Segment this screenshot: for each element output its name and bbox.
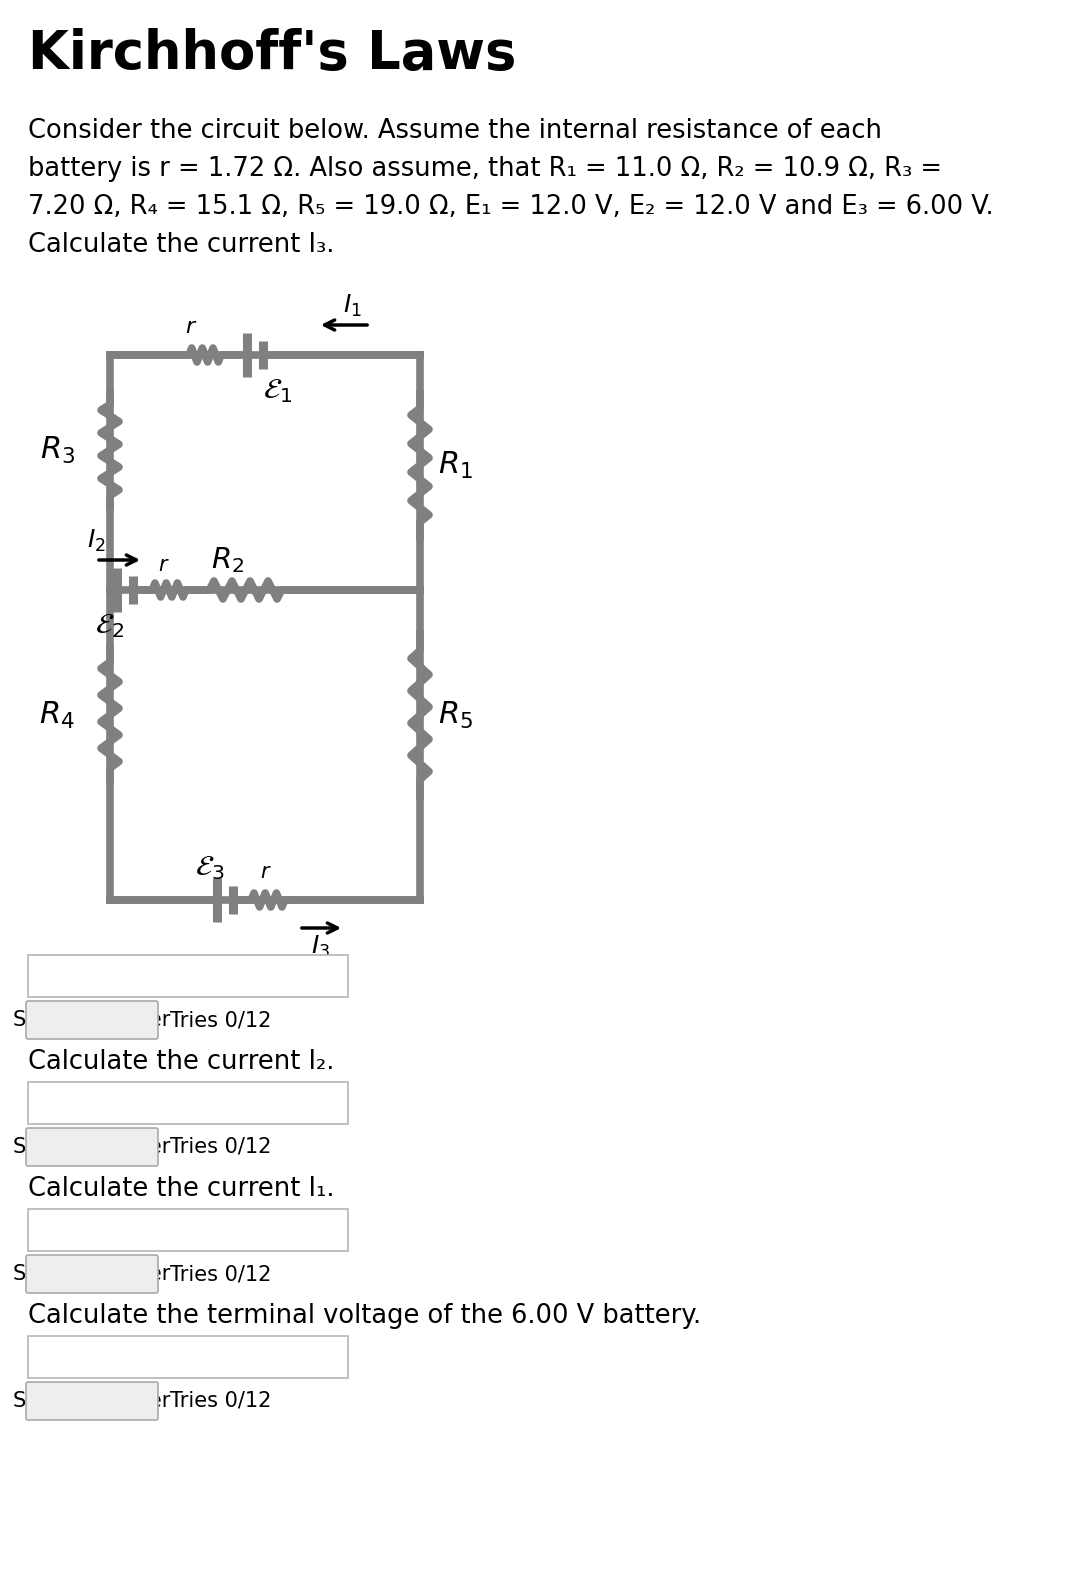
Text: Submit Answer: Submit Answer <box>13 1391 171 1410</box>
Text: $R_1$: $R_1$ <box>438 449 473 481</box>
Text: battery is r = 1.72 Ω. Also assume, that R₁ = 11.0 Ω, R₂ = 10.9 Ω, R₃ =: battery is r = 1.72 Ω. Also assume, that… <box>28 157 942 182</box>
Text: $R_3$: $R_3$ <box>40 435 75 465</box>
Text: $\mathcal{E}_1$: $\mathcal{E}_1$ <box>264 376 293 405</box>
FancyBboxPatch shape <box>28 1209 348 1251</box>
FancyBboxPatch shape <box>28 1336 348 1379</box>
Text: $\mathcal{E}_2$: $\mathcal{E}_2$ <box>95 612 124 640</box>
Text: $R_4$: $R_4$ <box>39 699 75 730</box>
Text: Calculate the current I₁.: Calculate the current I₁. <box>28 1176 335 1202</box>
Text: $R_5$: $R_5$ <box>438 699 473 730</box>
FancyBboxPatch shape <box>28 955 348 998</box>
FancyBboxPatch shape <box>26 1127 158 1167</box>
Text: r: r <box>260 862 269 882</box>
Text: Tries 0/12: Tries 0/12 <box>170 1263 271 1284</box>
Text: Calculate the current I₂.: Calculate the current I₂. <box>28 1050 335 1075</box>
Text: Calculate the terminal voltage of the 6.00 V battery.: Calculate the terminal voltage of the 6.… <box>28 1303 701 1330</box>
Text: Submit Answer: Submit Answer <box>13 1263 171 1284</box>
Text: 7.20 Ω, R₄ = 15.1 Ω, R₅ = 19.0 Ω, E₁ = 12.0 V, E₂ = 12.0 V and E₃ = 6.00 V.: 7.20 Ω, R₄ = 15.1 Ω, R₅ = 19.0 Ω, E₁ = 1… <box>28 194 994 220</box>
FancyBboxPatch shape <box>26 1382 158 1420</box>
Text: Tries 0/12: Tries 0/12 <box>170 1137 271 1157</box>
Text: Consider the circuit below. Assume the internal resistance of each: Consider the circuit below. Assume the i… <box>28 119 882 144</box>
Text: Submit Answer: Submit Answer <box>13 1010 171 1029</box>
Text: Calculate the current I₃.: Calculate the current I₃. <box>28 232 335 258</box>
Text: $I_2$: $I_2$ <box>86 528 106 553</box>
Text: $R_2$: $R_2$ <box>212 545 244 575</box>
Text: Tries 0/12: Tries 0/12 <box>170 1010 271 1029</box>
Text: r: r <box>159 555 167 575</box>
Text: r: r <box>186 318 194 337</box>
FancyBboxPatch shape <box>26 1255 158 1293</box>
Text: Kirchhoff's Laws: Kirchhoff's Laws <box>28 28 516 81</box>
FancyBboxPatch shape <box>28 1081 348 1124</box>
FancyBboxPatch shape <box>26 1001 158 1039</box>
Text: $I_1$: $I_1$ <box>342 292 362 319</box>
Text: $I_3$: $I_3$ <box>311 934 330 960</box>
Text: Tries 0/12: Tries 0/12 <box>170 1391 271 1410</box>
Text: $\mathcal{E}_3$: $\mathcal{E}_3$ <box>195 854 225 882</box>
Text: Submit Answer: Submit Answer <box>13 1137 171 1157</box>
